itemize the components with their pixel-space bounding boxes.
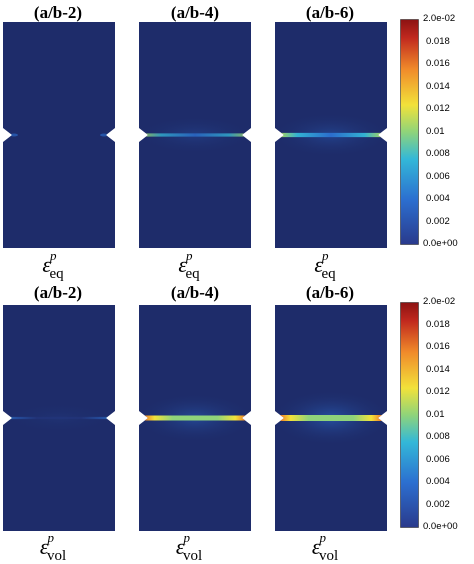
colorbar-tick-label: 2.0e-02: [423, 13, 456, 24]
strain-label: εp vol: [274, 530, 384, 564]
colorbar-tick-label: 0.002: [426, 215, 450, 227]
label-sup: p: [50, 248, 57, 263]
colorbar-tick-label: 0.01: [426, 125, 445, 137]
colorbar-tick-label: 0.004: [426, 476, 450, 487]
colorbar-tick-label: 0.0e+00: [423, 521, 458, 532]
panel-title: (a/b-4): [170, 283, 220, 302]
panel-title: (a/b-2): [33, 283, 83, 302]
label-base: ε: [39, 534, 49, 559]
strain-label: εp eq: [2, 248, 112, 282]
label-base: ε: [314, 252, 323, 277]
colorbar-tick-label: 0.008: [426, 148, 450, 159]
colorbar-tick-label: 0.016: [426, 58, 450, 69]
colorbar-tick-label: 0.002: [426, 498, 450, 510]
strain-label: εp vol: [138, 530, 248, 564]
colorbar: [400, 19, 419, 245]
label-sub: eq: [185, 266, 200, 282]
sample-contour: [275, 305, 387, 531]
label-base: ε: [175, 534, 185, 559]
colorbar-tick-label: 0.004: [426, 193, 450, 204]
label-sub: vol: [47, 548, 67, 564]
colorbar-tick-label: 0.012: [426, 386, 450, 397]
sample-contour: [139, 22, 251, 248]
colorbar-tick-label: 0.018: [426, 35, 450, 47]
sample-contour: [275, 22, 387, 248]
colorbar-tick-label: 0.014: [426, 363, 450, 375]
label-sup: p: [186, 248, 193, 263]
colorbar-tick-label: 0.012: [426, 103, 450, 114]
label-sub: eq: [49, 266, 64, 282]
colorbar-tick-label: 0.0e+00: [423, 238, 458, 249]
colorbar: [400, 302, 419, 528]
label-sub: vol: [183, 548, 203, 564]
sample-contour: [3, 305, 115, 531]
label-sup: p: [47, 530, 55, 545]
label-base: ε: [42, 252, 51, 277]
label-sub: vol: [319, 548, 339, 564]
panel-title: (a/b-6): [305, 3, 355, 22]
colorbar-tick-label: 2.0e-02: [423, 296, 456, 307]
label-sup: p: [183, 530, 191, 545]
label-sub: eq: [321, 266, 336, 282]
sample-shape: [275, 305, 387, 531]
sample-shape: [139, 22, 251, 248]
strain-label: εp eq: [138, 248, 248, 282]
label-sup: p: [319, 530, 327, 545]
sample-shape: [139, 305, 251, 531]
panel-title: (a/b-4): [170, 3, 220, 22]
sample-contour: [3, 22, 115, 248]
colorbar-tick-label: 0.016: [426, 341, 450, 352]
strain-label: εp vol: [2, 530, 112, 564]
colorbar-tick-label: 0.014: [426, 80, 450, 92]
colorbar-tick-label: 0.01: [426, 408, 445, 420]
label-sup: p: [322, 248, 329, 263]
label-base: ε: [178, 252, 187, 277]
sample-contour: [139, 305, 251, 531]
sample-shape: [275, 22, 387, 248]
colorbar-tick-label: 0.018: [426, 318, 450, 330]
sample-shape: [3, 305, 115, 531]
label-base: ε: [311, 534, 321, 559]
panel-title: (a/b-6): [305, 283, 355, 302]
colorbar-tick-label: 0.006: [426, 453, 450, 465]
sample-shape: [3, 22, 115, 248]
colorbar-tick-label: 0.008: [426, 431, 450, 442]
strain-label: εp eq: [274, 248, 384, 282]
panel-title: (a/b-2): [33, 3, 83, 22]
colorbar-tick-label: 0.006: [426, 170, 450, 182]
